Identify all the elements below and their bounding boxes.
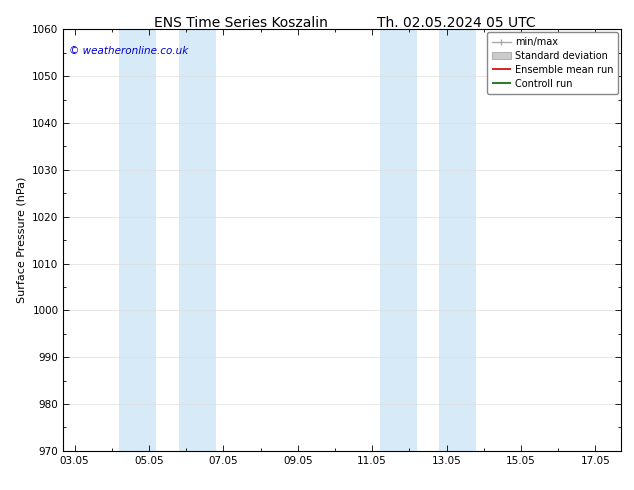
Text: © weatheronline.co.uk: © weatheronline.co.uk [69, 46, 188, 56]
Text: ENS Time Series Koszalin: ENS Time Series Koszalin [154, 16, 328, 30]
Bar [119, 29, 157, 451]
Bar [439, 29, 476, 451]
Y-axis label: Surface Pressure (hPa): Surface Pressure (hPa) [16, 177, 27, 303]
Text: Th. 02.05.2024 05 UTC: Th. 02.05.2024 05 UTC [377, 16, 536, 30]
Bar [380, 29, 417, 451]
Legend: min/max, Standard deviation, Ensemble mean run, Controll run: min/max, Standard deviation, Ensemble me… [487, 32, 618, 94]
Bar [179, 29, 216, 451]
